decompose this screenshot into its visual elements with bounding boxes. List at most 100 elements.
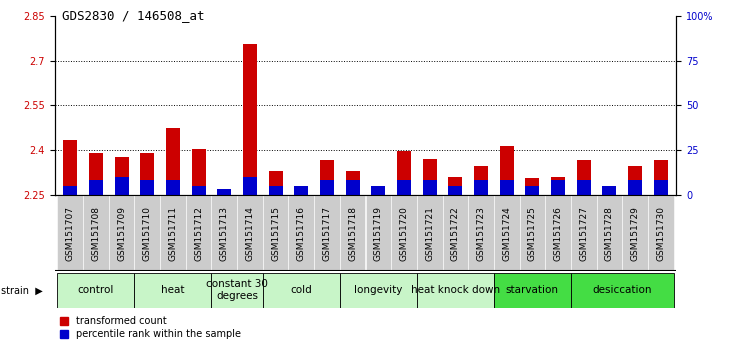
Bar xyxy=(243,44,257,195)
Text: GSM151712: GSM151712 xyxy=(194,206,203,261)
Bar xyxy=(494,195,520,271)
Bar xyxy=(391,195,417,271)
Bar xyxy=(295,186,308,195)
Text: GSM151726: GSM151726 xyxy=(553,206,563,261)
Bar xyxy=(577,181,591,195)
Text: GSM151715: GSM151715 xyxy=(271,206,280,261)
Bar xyxy=(320,160,334,195)
Bar xyxy=(551,181,565,195)
Text: GDS2830 / 146508_at: GDS2830 / 146508_at xyxy=(62,9,205,22)
Text: GSM151710: GSM151710 xyxy=(143,206,152,261)
Text: GSM151728: GSM151728 xyxy=(605,206,614,261)
Bar xyxy=(500,181,514,195)
Bar xyxy=(596,195,622,271)
Text: cold: cold xyxy=(290,285,312,295)
Text: longevity: longevity xyxy=(354,285,403,295)
Bar xyxy=(58,195,83,271)
Bar xyxy=(211,195,237,271)
Bar xyxy=(551,177,565,195)
Text: GSM151719: GSM151719 xyxy=(374,206,383,261)
Bar xyxy=(397,181,411,195)
Bar xyxy=(115,177,129,195)
Bar xyxy=(63,139,77,195)
Bar xyxy=(340,273,417,308)
Legend: transformed count, percentile rank within the sample: transformed count, percentile rank withi… xyxy=(60,316,241,339)
Bar xyxy=(602,186,616,195)
Bar xyxy=(211,273,263,308)
Bar xyxy=(417,195,442,271)
Bar xyxy=(263,195,289,271)
Bar xyxy=(474,166,488,195)
Bar xyxy=(366,195,391,271)
Bar xyxy=(115,158,129,195)
Text: GSM151730: GSM151730 xyxy=(656,206,665,261)
Text: GSM151720: GSM151720 xyxy=(400,206,409,261)
Bar xyxy=(371,186,385,195)
Bar xyxy=(160,195,186,271)
Bar xyxy=(622,195,648,271)
Bar xyxy=(423,181,436,195)
Bar xyxy=(520,195,545,271)
Bar xyxy=(89,153,103,195)
Bar xyxy=(83,195,109,271)
Bar xyxy=(140,153,154,195)
Bar xyxy=(314,195,340,271)
Bar xyxy=(63,186,77,195)
Text: GSM151717: GSM151717 xyxy=(322,206,331,261)
Bar xyxy=(320,181,334,195)
Text: control: control xyxy=(77,285,114,295)
Bar xyxy=(89,181,103,195)
Text: GSM151714: GSM151714 xyxy=(246,206,254,261)
Bar xyxy=(417,273,494,308)
Bar xyxy=(135,195,160,271)
Text: GSM151721: GSM151721 xyxy=(425,206,434,261)
Text: starvation: starvation xyxy=(506,285,559,295)
Bar xyxy=(628,181,642,195)
Bar xyxy=(268,186,283,195)
Text: GSM151707: GSM151707 xyxy=(66,206,75,261)
Bar xyxy=(289,195,314,271)
Bar xyxy=(648,195,673,271)
Bar xyxy=(371,190,385,195)
Bar xyxy=(186,195,211,271)
Bar xyxy=(192,186,205,195)
Bar xyxy=(577,160,591,195)
Text: GSM151713: GSM151713 xyxy=(220,206,229,261)
Bar xyxy=(295,190,308,195)
Bar xyxy=(494,273,571,308)
Text: GSM151725: GSM151725 xyxy=(528,206,537,261)
Bar xyxy=(268,171,283,195)
Bar xyxy=(166,181,180,195)
Text: GSM151729: GSM151729 xyxy=(631,206,640,261)
Bar xyxy=(217,190,231,195)
Bar xyxy=(135,273,211,308)
Text: heat: heat xyxy=(161,285,185,295)
Bar xyxy=(263,273,340,308)
Bar xyxy=(237,195,263,271)
Bar xyxy=(346,171,360,195)
Text: heat knock down: heat knock down xyxy=(411,285,500,295)
Bar xyxy=(526,186,539,195)
Text: GSM151716: GSM151716 xyxy=(297,206,306,261)
Text: GSM151724: GSM151724 xyxy=(502,206,511,261)
Bar xyxy=(340,195,366,271)
Text: GSM151727: GSM151727 xyxy=(579,206,588,261)
Bar xyxy=(397,152,411,195)
Text: strain  ▶: strain ▶ xyxy=(1,285,43,295)
Bar xyxy=(571,195,596,271)
Text: GSM151709: GSM151709 xyxy=(117,206,126,261)
Text: constant 30
degrees: constant 30 degrees xyxy=(206,279,268,301)
Bar xyxy=(140,181,154,195)
Text: GSM151718: GSM151718 xyxy=(348,206,357,261)
Text: desiccation: desiccation xyxy=(593,285,652,295)
Text: GSM151711: GSM151711 xyxy=(168,206,178,261)
Bar xyxy=(602,186,616,195)
Bar xyxy=(243,177,257,195)
Bar xyxy=(500,145,514,195)
Bar xyxy=(545,195,571,271)
Bar xyxy=(442,195,468,271)
Bar xyxy=(423,159,436,195)
Bar xyxy=(346,181,360,195)
Bar xyxy=(468,195,494,271)
Bar xyxy=(192,149,205,195)
